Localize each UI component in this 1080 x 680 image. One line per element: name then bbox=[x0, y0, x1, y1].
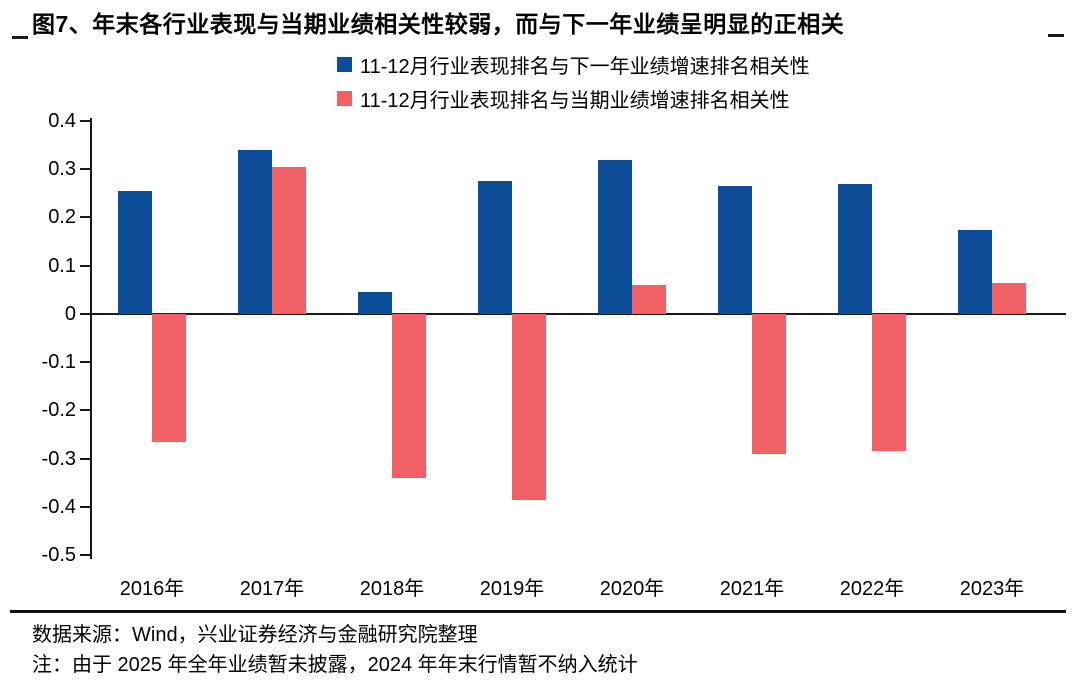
y-axis-tick-label: 0.2 bbox=[48, 206, 76, 229]
bar-series1-2021年 bbox=[752, 313, 786, 454]
x-axis-label: 2016年 bbox=[119, 578, 185, 600]
y-axis-tick-label: 0 bbox=[64, 302, 76, 325]
bar-series0-2020年 bbox=[598, 159, 632, 314]
y-axis-tick bbox=[80, 409, 90, 412]
y-axis-tick-label: -0.3 bbox=[41, 447, 76, 470]
y-axis-line bbox=[90, 118, 92, 559]
page-title: 图7、年末各行业表现与当期业绩相关性较弱，而与下一年业绩呈明显的正相关 bbox=[32, 11, 845, 37]
x-axis-label: 2019年 bbox=[479, 578, 545, 600]
y-axis-tick bbox=[80, 120, 90, 122]
legend-label-next-year: 11-12月行业表现排名与下一年业绩增速排名相关性 bbox=[360, 56, 810, 78]
y-axis-tick-label: 0.1 bbox=[48, 254, 76, 277]
x-axis-label: 2022年 bbox=[839, 578, 905, 600]
bar-series0-2021年 bbox=[718, 186, 752, 314]
bar-series1-2016年 bbox=[152, 313, 186, 442]
y-axis-tick bbox=[80, 554, 90, 556]
title-right-dash bbox=[1048, 34, 1064, 37]
bar-series1-2023年 bbox=[992, 282, 1026, 314]
title-left-dash bbox=[12, 36, 28, 39]
x-axis-label: 2018年 bbox=[359, 578, 425, 600]
y-axis-tick bbox=[80, 216, 90, 219]
bar-series0-2018年 bbox=[358, 292, 392, 314]
bar-series1-2022年 bbox=[872, 313, 906, 452]
bar-series1-2020年 bbox=[632, 284, 666, 314]
chart-legend: 11-12月行业表现排名与下一年业绩增速排名相关性 11-12月行业表现排名与当… bbox=[337, 50, 810, 113]
bar-series0-2023年 bbox=[958, 229, 992, 314]
y-axis-tick-label: -0.2 bbox=[41, 399, 76, 422]
y-axis-tick-label: -0.5 bbox=[41, 544, 76, 566]
bar-series0-2017年 bbox=[238, 149, 272, 314]
y-axis-tick bbox=[80, 361, 90, 364]
y-axis-tick bbox=[80, 457, 90, 460]
y-axis-tick bbox=[80, 505, 90, 508]
bar-series1-2018年 bbox=[392, 313, 426, 478]
legend-swatch-blue bbox=[337, 57, 352, 72]
bar-series1-2019年 bbox=[512, 313, 546, 500]
footer-divider bbox=[10, 610, 1066, 613]
note-text: 注：由于 2025 年全年业绩暂未披露，2024 年年末行情暂不纳入统计 bbox=[32, 654, 638, 676]
legend-label-current-year: 11-12月行业表现排名与当期业绩增速排名相关性 bbox=[360, 90, 790, 112]
x-axis-label: 2017年 bbox=[239, 578, 305, 600]
legend-swatch-red bbox=[337, 91, 352, 106]
legend-item-current-year: 11-12月行业表现排名与当期业绩增速排名相关性 bbox=[337, 84, 810, 113]
x-axis-label: 2023年 bbox=[959, 578, 1025, 600]
bar-series0-2022年 bbox=[838, 183, 872, 314]
zero-line bbox=[92, 312, 1066, 315]
y-axis-tick bbox=[80, 168, 90, 171]
y-axis-tick-label: -0.4 bbox=[41, 495, 76, 518]
y-axis-tick bbox=[80, 312, 90, 315]
y-axis-tick bbox=[80, 264, 90, 267]
y-axis-tick-label: 0.3 bbox=[48, 158, 76, 181]
bar-series0-2019年 bbox=[478, 181, 512, 314]
x-axis-label: 2020年 bbox=[599, 578, 665, 600]
legend-item-next-year: 11-12月行业表现排名与下一年业绩增速排名相关性 bbox=[337, 50, 810, 79]
x-axis-label: 2021年 bbox=[719, 578, 785, 600]
y-axis-tick-label: -0.1 bbox=[41, 351, 76, 374]
source-text: 数据来源：Wind，兴业证券经济与金融研究院整理 bbox=[32, 624, 478, 646]
bar-series1-2017年 bbox=[272, 166, 306, 314]
y-axis-tick-label: 0.4 bbox=[48, 110, 76, 132]
plot-area bbox=[92, 121, 1066, 555]
bar-series0-2016年 bbox=[118, 190, 152, 314]
